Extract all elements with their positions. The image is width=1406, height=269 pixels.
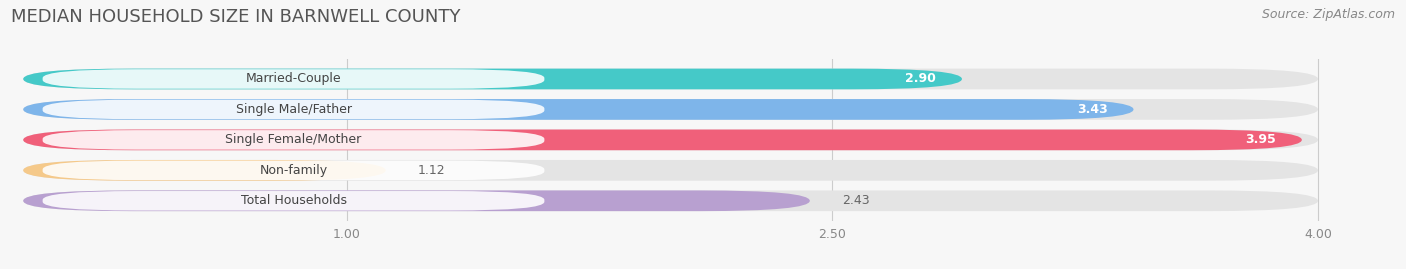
FancyBboxPatch shape (24, 99, 1317, 120)
FancyBboxPatch shape (24, 160, 1317, 181)
FancyBboxPatch shape (42, 69, 544, 89)
FancyBboxPatch shape (24, 160, 385, 181)
Text: Single Male/Father: Single Male/Father (236, 103, 352, 116)
FancyBboxPatch shape (24, 69, 962, 89)
FancyBboxPatch shape (24, 190, 810, 211)
Text: Single Female/Mother: Single Female/Mother (225, 133, 361, 146)
Text: 3.95: 3.95 (1246, 133, 1277, 146)
Text: 1.12: 1.12 (418, 164, 446, 177)
Text: Total Households: Total Households (240, 194, 346, 207)
Text: 2.43: 2.43 (842, 194, 870, 207)
Text: MEDIAN HOUSEHOLD SIZE IN BARNWELL COUNTY: MEDIAN HOUSEHOLD SIZE IN BARNWELL COUNTY (11, 8, 461, 26)
Text: 3.43: 3.43 (1077, 103, 1108, 116)
Text: Source: ZipAtlas.com: Source: ZipAtlas.com (1261, 8, 1395, 21)
FancyBboxPatch shape (42, 191, 544, 211)
FancyBboxPatch shape (24, 69, 1317, 89)
FancyBboxPatch shape (24, 130, 1302, 150)
FancyBboxPatch shape (24, 99, 1133, 120)
FancyBboxPatch shape (42, 161, 544, 180)
FancyBboxPatch shape (42, 130, 544, 150)
FancyBboxPatch shape (42, 100, 544, 119)
Text: Married-Couple: Married-Couple (246, 72, 342, 86)
FancyBboxPatch shape (24, 130, 1317, 150)
Text: 2.90: 2.90 (905, 72, 936, 86)
Text: Non-family: Non-family (260, 164, 328, 177)
FancyBboxPatch shape (24, 190, 1317, 211)
